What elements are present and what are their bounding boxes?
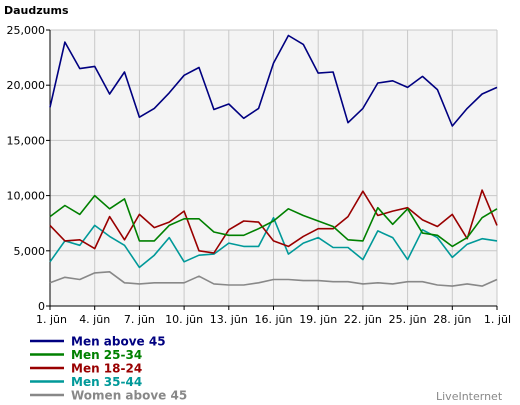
y-tick-label: 25,000 (7, 24, 46, 37)
series-line-men-35-44 (49, 216, 498, 269)
x-tick-label: 1. jūl (484, 313, 511, 326)
x-tick-label: 19. jūn (299, 313, 337, 326)
brand-label: LiveInternet (436, 390, 503, 403)
x-tick-label: 28. jūn (433, 313, 471, 326)
y-ticks: 0 5,000 10,000 15,000 20,000 25,000 (7, 24, 50, 313)
series-line-men-18-24 (49, 189, 498, 254)
x-ticks: 1. jūn 4. jūn 7. jūn 10. jūn 13. jūn 16. jūn 1… (36, 306, 511, 326)
y-tick-label: 0 (38, 300, 45, 313)
x-tick-label: 10. jūn (165, 313, 203, 326)
y-tick-label: 10,000 (7, 190, 46, 203)
x-tick-label: 1. jūn (36, 313, 67, 326)
x-tick-label: 22. jūn (344, 313, 382, 326)
x-tick-label: 4. jūn (79, 313, 110, 326)
y-axis-label: Daudzums (4, 4, 69, 17)
legend-label: Men 18-24 (71, 362, 142, 376)
legend-label: Men 25-34 (71, 348, 142, 362)
series-line-women-above-45 (49, 270, 498, 287)
series-line-men-above-45 (49, 34, 498, 127)
series-line-men-25-34 (49, 194, 498, 248)
x-tick-label: 7. jūn (124, 313, 155, 326)
legend-label: Men above 45 (71, 335, 166, 349)
y-tick-label: 15,000 (7, 134, 46, 147)
y-tick-label: 5,000 (14, 245, 46, 258)
x-tick-label: 25. jūn (389, 313, 427, 326)
grid-lines (49, 29, 498, 307)
y-tick-label: 20,000 (7, 79, 46, 92)
legend-label: Women above 45 (71, 389, 187, 403)
legend-label: Men 35-44 (71, 375, 142, 389)
x-tick-label: 16. jūn (255, 313, 293, 326)
x-tick-label: 13. jūn (210, 313, 248, 326)
series-lines (49, 34, 498, 287)
